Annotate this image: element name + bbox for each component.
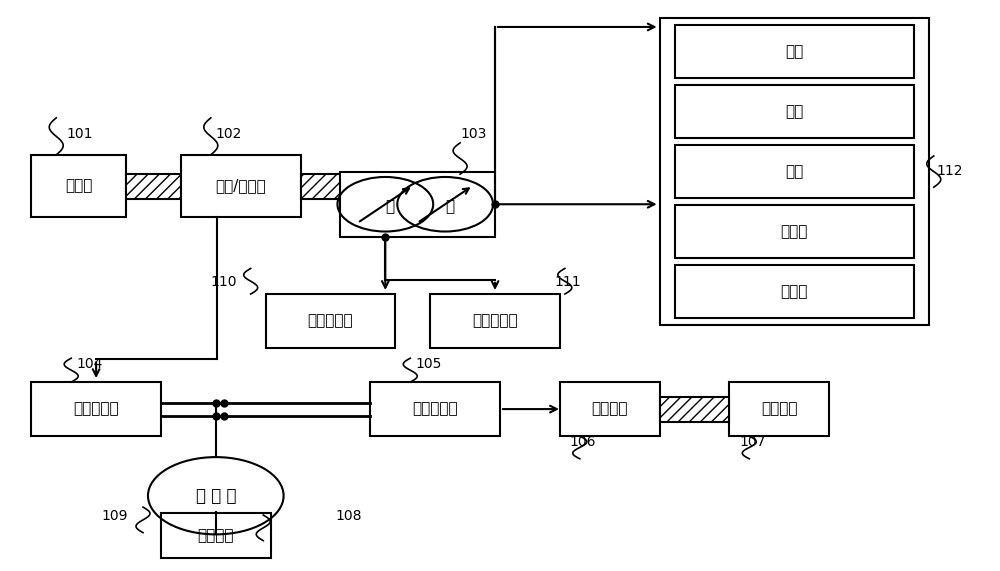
Text: 101: 101 [66, 127, 93, 141]
Text: 111: 111 [555, 275, 581, 288]
FancyBboxPatch shape [660, 397, 729, 421]
Text: 发动机: 发动机 [65, 179, 92, 194]
FancyBboxPatch shape [675, 266, 914, 319]
Text: 回转逆变器: 回转逆变器 [412, 401, 458, 417]
Text: 104: 104 [76, 357, 103, 371]
Text: 超级电容: 超级电容 [198, 528, 234, 543]
Text: 压力传感器: 压力传感器 [472, 313, 518, 328]
Text: 102: 102 [216, 127, 242, 141]
FancyBboxPatch shape [31, 155, 126, 218]
FancyBboxPatch shape [340, 172, 495, 237]
Text: 电流传感器: 电流传感器 [308, 313, 353, 328]
FancyBboxPatch shape [181, 155, 301, 218]
FancyBboxPatch shape [729, 382, 829, 436]
FancyBboxPatch shape [301, 174, 345, 199]
Text: 103: 103 [460, 127, 486, 141]
FancyBboxPatch shape [660, 18, 929, 325]
FancyBboxPatch shape [675, 25, 914, 78]
Text: 动臂: 动臂 [785, 45, 803, 59]
Text: 回转电机: 回转电机 [591, 401, 628, 417]
Text: 泵: 泵 [386, 200, 395, 215]
FancyBboxPatch shape [560, 382, 660, 436]
Text: 109: 109 [101, 509, 128, 522]
Text: 右行驶: 右行驶 [780, 284, 808, 299]
FancyBboxPatch shape [675, 145, 914, 199]
FancyBboxPatch shape [675, 205, 914, 259]
Text: 左行驶: 左行驶 [780, 224, 808, 239]
Text: 105: 105 [415, 357, 442, 371]
Text: 驱动逆变器: 驱动逆变器 [73, 401, 119, 417]
FancyBboxPatch shape [161, 513, 271, 558]
Text: 铲斗: 铲斗 [785, 164, 803, 179]
Text: 电 压 传: 电 压 传 [196, 486, 236, 505]
FancyBboxPatch shape [266, 294, 395, 348]
Text: 斗杆: 斗杆 [785, 104, 803, 119]
Text: 泵: 泵 [446, 200, 455, 215]
Text: 回转机构: 回转机构 [761, 401, 797, 417]
FancyBboxPatch shape [126, 174, 181, 199]
FancyBboxPatch shape [370, 382, 500, 436]
FancyBboxPatch shape [675, 85, 914, 138]
Text: 107: 107 [739, 435, 766, 449]
Text: 106: 106 [570, 435, 596, 449]
FancyBboxPatch shape [430, 294, 560, 348]
Text: 发电/电动机: 发电/电动机 [215, 179, 266, 194]
Text: 112: 112 [937, 164, 963, 178]
Text: 108: 108 [335, 509, 362, 522]
Text: 110: 110 [211, 275, 237, 288]
FancyBboxPatch shape [31, 382, 161, 436]
